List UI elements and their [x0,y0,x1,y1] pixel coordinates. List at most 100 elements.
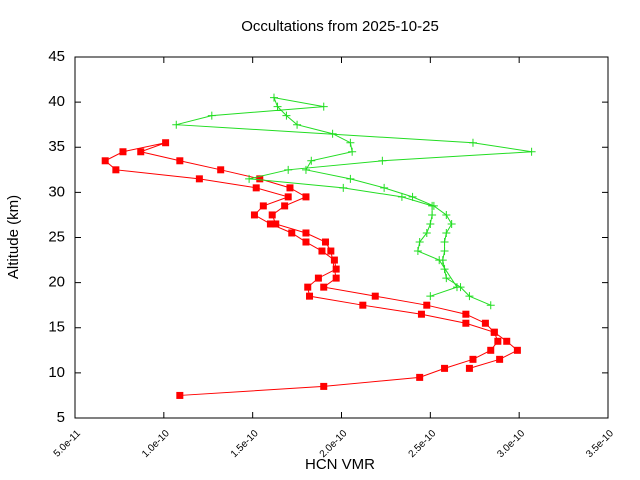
data-point [281,202,289,210]
data-point [435,256,444,265]
data-point [282,111,291,120]
data-point [318,247,326,255]
y-axis-label: Altitude (km) [5,195,22,279]
y-tick-label: 35 [48,138,65,155]
data-point [288,229,296,237]
data-point [442,274,451,283]
y-tick-label: 25 [48,228,65,245]
data-point [302,229,310,237]
data-point [426,292,435,301]
data-point [417,310,425,318]
data-point [332,265,340,273]
data-point [440,247,449,256]
data-point [496,355,504,363]
data-point [293,120,302,129]
data-point [465,364,473,372]
data-point [272,220,280,228]
data-point [172,120,181,129]
y-tick-label: 20 [48,274,65,291]
data-point [217,166,225,174]
data-point [426,219,435,228]
data-point [195,175,203,183]
data-point [286,184,294,192]
data-point [442,210,451,219]
data-point [207,111,216,120]
y-tick-label: 15 [48,319,65,336]
data-point [359,301,367,309]
data-point [119,148,127,156]
data-point [176,391,184,399]
data-point [332,274,340,282]
data-point [408,192,417,201]
data-point [428,201,437,210]
x-tick-label: 5.0e-11 [52,428,84,460]
series-line [104,142,519,396]
y-tick-label: 45 [48,48,65,65]
data-point [101,157,109,165]
data-point [462,310,470,318]
data-point [423,301,431,309]
data-point [346,174,355,183]
data-point [330,256,338,264]
data-point [284,165,293,174]
data-point [442,228,451,237]
data-point [245,174,254,183]
data-point [452,283,461,292]
data-point [422,228,431,237]
data-point [339,183,348,192]
y-tick-label: 40 [48,93,65,110]
data-point [487,346,495,354]
data-point [302,238,310,246]
data-point [273,102,282,111]
x-tick-label: 2.5e-10 [407,428,439,460]
data-point [465,292,474,301]
data-point [397,192,406,201]
data-point [462,319,470,327]
data-point [380,183,389,192]
data-point [469,355,477,363]
data-point [269,93,278,102]
data-point [513,346,521,354]
x-tick-label: 3.5e-10 [584,428,616,460]
x-axis-label: HCN VMR [305,456,375,473]
data-point [162,139,170,147]
data-point [320,283,328,291]
data-point [137,148,145,156]
data-point [319,102,328,111]
data-point [468,138,477,147]
y-tick-label: 5 [57,409,65,426]
data-point [481,319,489,327]
data-point [256,175,264,183]
x-tick-label: 3.0e-10 [495,428,527,460]
data-point [346,138,355,147]
data-point [440,238,449,247]
data-point [413,247,422,256]
data-point [252,184,260,192]
data-point [284,193,292,201]
data-point [416,373,424,381]
data-point [428,210,437,219]
data-point [322,238,330,246]
data-point [307,156,316,165]
series-line [176,96,532,306]
data-point [266,220,274,228]
data-point [176,157,184,165]
data-point [503,337,511,345]
data-point [250,211,258,219]
data-point [301,165,310,174]
x-tick-label: 1.0e-10 [140,428,172,460]
chart-title: Occultations from 2025-10-25 [241,18,439,35]
data-point [259,202,267,210]
y-tick-label: 10 [48,364,65,381]
data-point [112,166,120,174]
data-point [348,147,357,156]
x-tick-label: 1.5e-10 [229,428,261,460]
data-point [447,219,456,228]
data-point [306,292,314,300]
data-point [490,328,498,336]
data-point [304,283,312,291]
y-tick-label: 30 [48,183,65,200]
data-point [486,301,495,310]
data-point [327,247,335,255]
